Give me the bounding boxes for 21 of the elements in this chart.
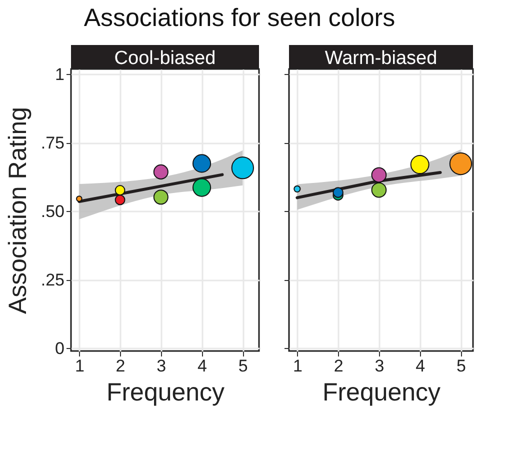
- text: Associations for seen colors: [84, 4, 396, 32]
- x-tick-label: 2: [116, 356, 126, 376]
- x-tick-label: 3: [156, 356, 166, 376]
- y-tick-label: 0: [55, 338, 64, 358]
- x-tick-label: 3: [374, 356, 384, 376]
- x-tick-label: 4: [198, 356, 208, 376]
- y-tick-label: .75: [40, 133, 64, 152]
- x-tick-label: 4: [416, 356, 426, 376]
- x-axis-title: Frequency: [322, 378, 442, 406]
- y-axis-title: Association Rating: [4, 106, 32, 314]
- y-tick-label: .25: [40, 270, 64, 290]
- chart-title: Cool-biased: [114, 48, 216, 69]
- chart-title: Warm-biased: [324, 48, 438, 69]
- y-tick-label: 1: [55, 64, 64, 84]
- x-axis-title: Frequency: [106, 378, 226, 406]
- y-tick-label: .50: [40, 202, 64, 221]
- x-tick-label: 2: [334, 356, 344, 376]
- x-tick-label: 5: [238, 356, 248, 376]
- x-tick-label: 1: [74, 356, 84, 376]
- x-tick-label: 1: [292, 356, 302, 376]
- x-tick-label: 5: [456, 356, 466, 376]
